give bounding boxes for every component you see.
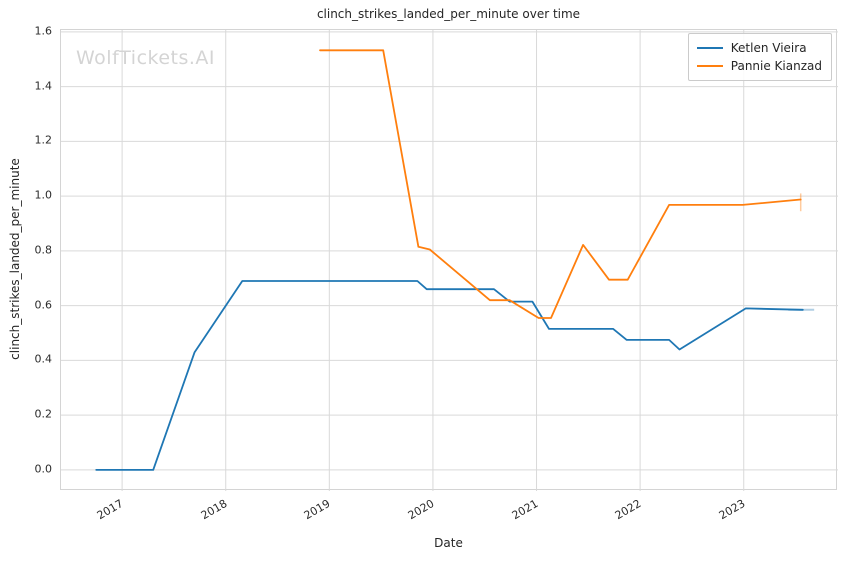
y-tick-label: 0.2 <box>34 407 53 421</box>
y-axis-label: clinch_strikes_landed_per_minute <box>8 158 22 360</box>
y-tick-label: 1.2 <box>34 133 53 147</box>
legend-line-icon <box>696 65 723 67</box>
series-line-ketlen-vieira <box>95 280 804 471</box>
x-tick-label: 2020 <box>405 497 437 523</box>
y-tick-label: 0.4 <box>34 352 53 366</box>
legend-item-pannie-kianzad: Pannie Kianzad <box>696 57 822 75</box>
y-tick-label: 1.0 <box>34 188 53 202</box>
watermark: WolfTickets.AI <box>76 47 216 69</box>
y-tick-label: 0.0 <box>34 462 53 476</box>
legend: Ketlen Vieira Pannie Kianzad <box>687 33 832 81</box>
plot-area: WolfTickets.AI Ketlen Vieira Pannie Kian… <box>60 29 838 491</box>
y-tick-label: 0.6 <box>34 298 53 312</box>
legend-label: Ketlen Vieira <box>730 41 807 55</box>
legend-line-icon <box>696 47 723 49</box>
x-tick-label: 2018 <box>198 497 230 523</box>
x-tick-label: 2023 <box>716 497 748 523</box>
series-line-pannie-kianzad <box>319 49 802 319</box>
y-tick-label: 1.4 <box>34 79 53 93</box>
x-tick-label: 2019 <box>302 497 333 523</box>
x-tick-label: 2022 <box>612 497 644 523</box>
y-tick-label: 0.8 <box>34 243 53 257</box>
x-tick-label: 2017 <box>94 497 126 523</box>
x-axis-label: Date <box>434 536 463 550</box>
y-tick-label: 1.6 <box>34 24 53 38</box>
chart-title: clinch_strikes_landed_per_minute over ti… <box>316 7 581 21</box>
plot-canvas <box>61 30 838 491</box>
legend-label: Pannie Kianzad <box>730 59 822 73</box>
legend-item-ketlen-vieira: Ketlen Vieira <box>696 39 822 57</box>
x-tick-label: 2021 <box>509 497 541 523</box>
